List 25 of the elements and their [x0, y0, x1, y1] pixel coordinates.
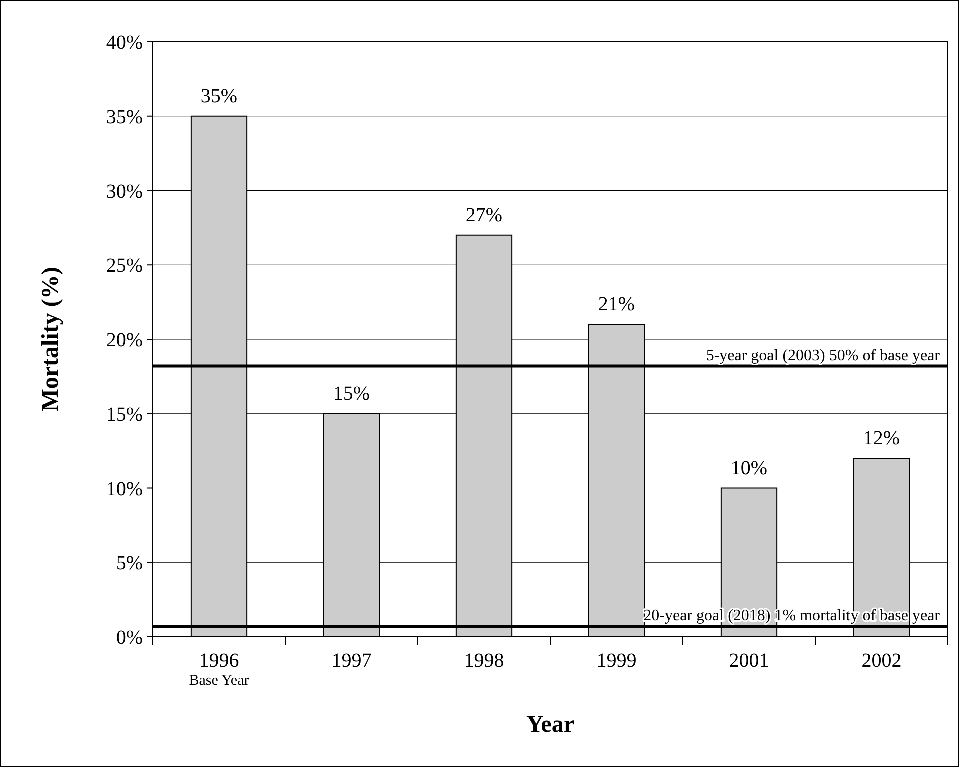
- x-tick-label: 1996: [199, 650, 240, 672]
- y-tick-label: 15%: [106, 404, 143, 426]
- data-label: 15%: [333, 382, 370, 405]
- x-axis-title: Year: [526, 712, 575, 738]
- x-tick-label: 1998: [464, 650, 504, 672]
- y-tick-label: 5%: [116, 552, 143, 575]
- y-tick-label: 25%: [106, 255, 143, 278]
- x-tick-label: 1997: [332, 650, 372, 672]
- data-label: 35%: [200, 85, 238, 108]
- x-tick-label: 1999: [596, 650, 637, 672]
- data-label: 21%: [598, 294, 636, 316]
- data-label: 12%: [863, 428, 900, 450]
- y-tick-label: 10%: [106, 478, 143, 500]
- data-label: 10%: [730, 457, 768, 480]
- y-tick-label: 30%: [106, 180, 143, 203]
- y-tick-label: 0%: [116, 627, 143, 649]
- y-tick-label: 35%: [106, 106, 143, 128]
- data-label: 27%: [466, 204, 503, 226]
- x-tick-label: 2001: [729, 650, 770, 672]
- y-tick-label: 20%: [106, 330, 143, 352]
- y-axis-title: Mortality (%): [38, 267, 64, 412]
- ref-line-label: 5-year goal (2003) 50% of base year: [706, 347, 941, 364]
- y-tick-label: 40%: [106, 32, 143, 54]
- x-tick-label: 2002: [862, 650, 902, 672]
- text: Base Year: [189, 673, 250, 689]
